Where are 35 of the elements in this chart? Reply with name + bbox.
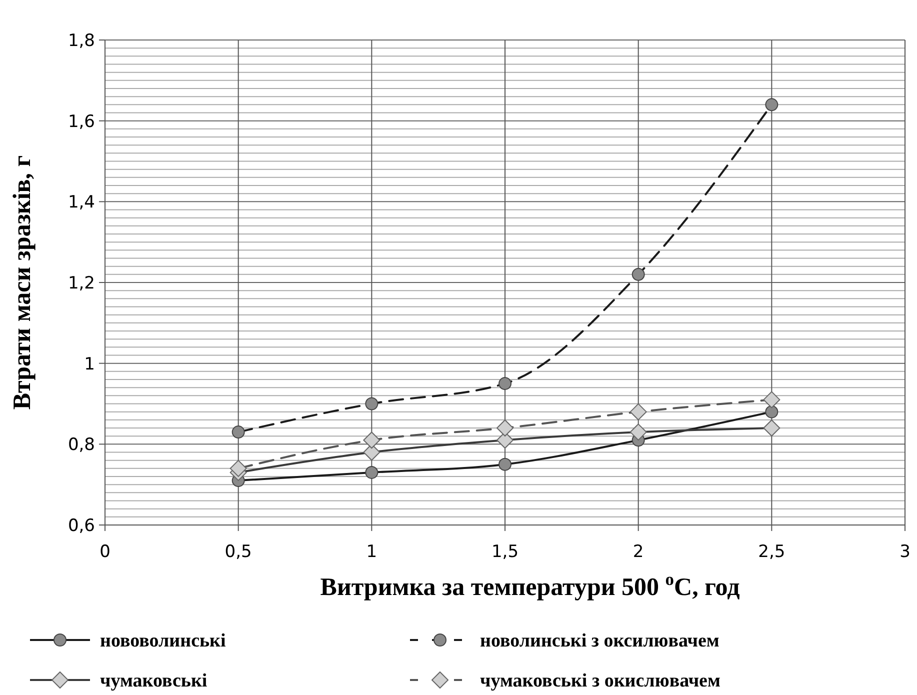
y-tick-label: 1,8 (68, 30, 95, 51)
point (496, 420, 514, 436)
y-tick-label: 0,8 (68, 435, 95, 456)
x-tick-label: 0 (100, 542, 110, 562)
point (365, 397, 378, 410)
x-tick-label: 1 (366, 542, 378, 562)
point (232, 426, 245, 439)
point (765, 405, 778, 418)
x-tick-label: 2 (632, 542, 644, 562)
y-axis-title: Втрати маси зразків, г (9, 155, 36, 410)
point (363, 432, 380, 449)
y-tick-label: 1,4 (68, 192, 95, 213)
x-axis-title: Витримка за температури 500 $^{o}$C, год (320, 569, 740, 601)
point (365, 466, 378, 479)
point (630, 424, 647, 441)
point (498, 377, 512, 390)
x-tick-label: 2,5 (758, 542, 786, 562)
y-tick-label: 0,6 (68, 516, 95, 536)
y-tick-label: 1 (84, 354, 95, 374)
point (632, 268, 645, 281)
legend-label: чумаковські (100, 670, 208, 692)
point (763, 420, 780, 436)
x-tick-label: 0,5 (224, 542, 252, 562)
point (763, 391, 780, 408)
point (498, 458, 512, 471)
x-tick-label: 1,5 (491, 542, 519, 562)
point (765, 98, 778, 112)
y-tick-label: 1,6 (68, 112, 95, 132)
x-tick-label: 3 (900, 542, 910, 562)
y-tick-label: 1,2 (68, 273, 95, 294)
point (230, 460, 247, 477)
legend-label: нововолинські (100, 630, 226, 652)
legend-label: чумаковські з окислювачем (480, 670, 720, 692)
legend-label: новолинські з оксилювачем (480, 630, 720, 652)
point (630, 403, 647, 420)
